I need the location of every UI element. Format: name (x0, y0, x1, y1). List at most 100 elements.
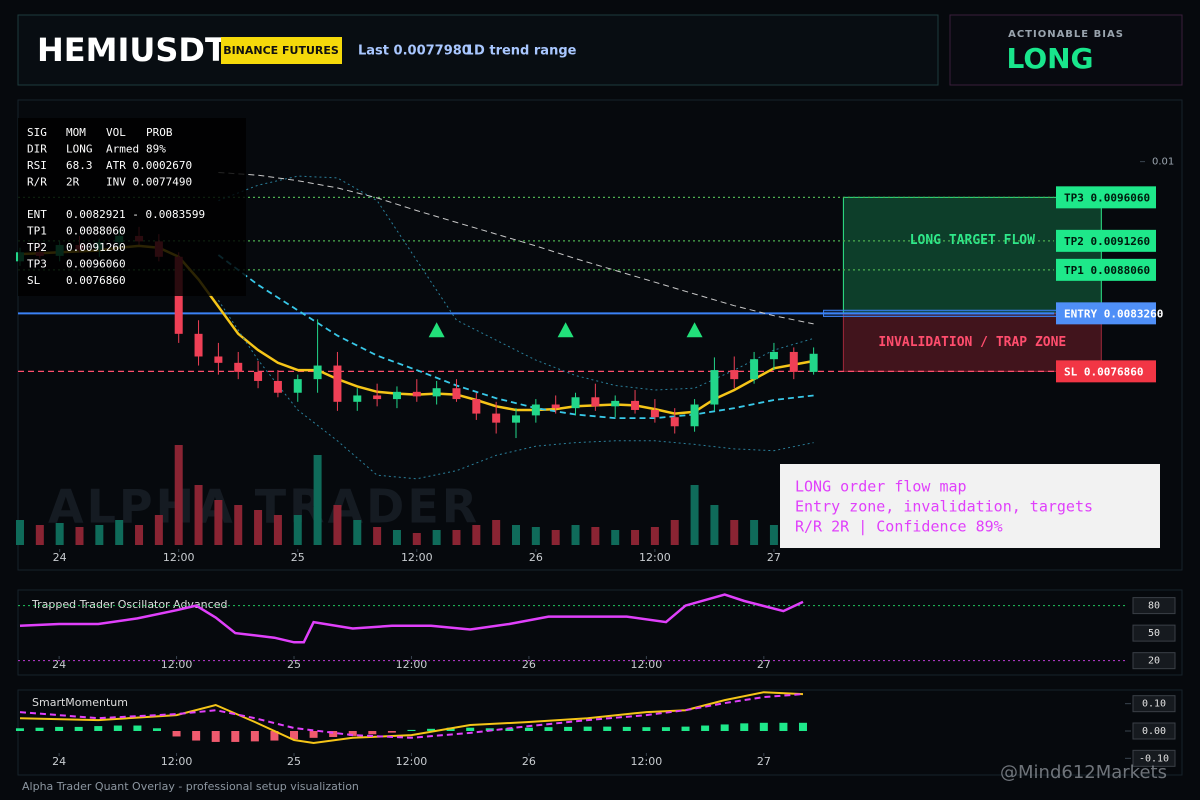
momentum-line (19, 693, 804, 739)
info-cell: VOL (106, 126, 126, 139)
level-label: TP3 0.0096060 (1064, 191, 1150, 204)
tick-box (1132, 695, 1176, 713)
candle-body (313, 365, 322, 380)
level-label: TP1 0.0088060 (1064, 264, 1150, 277)
x-tick-label: 12:00 (396, 755, 428, 768)
histogram-bar (172, 731, 181, 737)
histogram-bar (505, 728, 514, 731)
candle-body (333, 365, 342, 402)
info-cell: 68.3 (66, 159, 93, 172)
volume-bar (273, 515, 282, 545)
volume-bar (234, 505, 243, 545)
level-label: ENTRY 0.0083260 (1064, 307, 1163, 320)
histogram-bar (55, 726, 64, 731)
info-cell: TP2 (27, 241, 47, 254)
last-price: Last 0.0077980 (358, 44, 471, 59)
histogram-bar (94, 726, 103, 731)
volume-bar (710, 505, 719, 545)
candle-body (254, 371, 263, 381)
volume-bar (15, 520, 24, 545)
histogram-bar (524, 727, 533, 731)
candle-body (591, 397, 600, 407)
y-tick-label: 80 (1148, 601, 1160, 612)
x-tick-label: 24 (53, 551, 67, 564)
candle-body (392, 391, 401, 400)
y-tick-label: 0.10 (1142, 699, 1166, 710)
signal (686, 322, 703, 338)
volume-bar (512, 525, 521, 545)
volume-bar (631, 530, 640, 545)
candle-body (750, 359, 759, 380)
candle-body (531, 404, 540, 416)
histogram-bar (192, 731, 201, 741)
volume-bar (452, 530, 461, 545)
y-tick-label: 0.01 (1152, 157, 1174, 168)
histogram-bar (387, 731, 396, 733)
histogram-bar (250, 731, 259, 742)
candle-body (293, 379, 302, 393)
info-cell: LONG (66, 143, 93, 156)
tick-box (1132, 624, 1176, 642)
oscillator-chart: 24 12:00 25 12:00 26 12:00 27 Trapped Trader Os… (18, 593, 1176, 671)
volume-bar (333, 505, 342, 545)
x-tick-label: 27 (767, 551, 781, 564)
volume-bar (611, 530, 620, 545)
level-tag (1056, 258, 1156, 281)
candle-body (492, 413, 501, 423)
volume-bar (293, 515, 302, 545)
x-tick-label: 24 (52, 658, 66, 671)
zone-label: INVALIDATION / TRAP ZONE (878, 335, 1066, 350)
x-tick-label: 12:00 (163, 551, 195, 564)
histogram-bar (466, 727, 475, 731)
candle-body (670, 417, 679, 427)
main-chart: 24 12:00 25 12:00 26 12:00 27 0.01 LONG TARGET F… (15, 157, 1174, 564)
header-panel (17, 14, 939, 86)
note: LONG order flow map Entry zone, invalidat… (795, 478, 1093, 536)
histogram-bar (270, 731, 279, 741)
histogram-bar (779, 722, 788, 731)
y-tick-label: 50 (1148, 628, 1160, 639)
info-table: SIG MOM VOL PROB DIR LONG Armed 89% RSI 68.3 ATR 0… (27, 126, 205, 287)
volume-bar (194, 485, 203, 545)
histogram-bar (603, 726, 612, 731)
volume-bar (373, 527, 382, 545)
volume-bar (650, 527, 659, 545)
x-tick-label: 25 (287, 658, 301, 671)
histogram-bar (798, 722, 807, 731)
oscillator-line (19, 593, 804, 644)
info-cell: TP3 (27, 258, 47, 271)
volume-bar (115, 520, 124, 545)
volume-bar (214, 500, 223, 545)
volume-bar (412, 533, 421, 545)
histogram-bar (74, 726, 83, 731)
volume-bar (313, 455, 322, 545)
histogram-bar (701, 725, 710, 731)
symbol: HEMIUSDT (37, 31, 227, 69)
candle-body (551, 404, 560, 409)
volume-bar (135, 525, 144, 545)
volume-bar (571, 525, 580, 545)
tick-box (1132, 652, 1176, 670)
overlay-line (217, 300, 814, 480)
volume-bar (392, 530, 401, 545)
volume-bar (55, 523, 64, 545)
level-tag (1056, 360, 1156, 383)
info-cell: SIG (27, 126, 47, 139)
histogram-bar (35, 727, 44, 731)
zone-label: LONG TARGET FLOW (910, 233, 1035, 248)
x-tick-label: 24 (52, 755, 66, 768)
candle-body (353, 395, 362, 402)
candle-body (809, 353, 818, 372)
info-cell: 89% (146, 143, 166, 156)
x-tick-label: 12:00 (161, 658, 193, 671)
histogram-bar (583, 726, 592, 731)
x-tick-label: 25 (287, 755, 301, 768)
candle-body (710, 370, 719, 405)
note-line: R/R 2R | Confidence 89% (795, 518, 1003, 536)
candle-body (690, 404, 699, 427)
volume-bar (35, 525, 44, 545)
histogram-bar (427, 728, 436, 731)
info-panel (18, 118, 246, 296)
volume-bar (353, 520, 362, 545)
